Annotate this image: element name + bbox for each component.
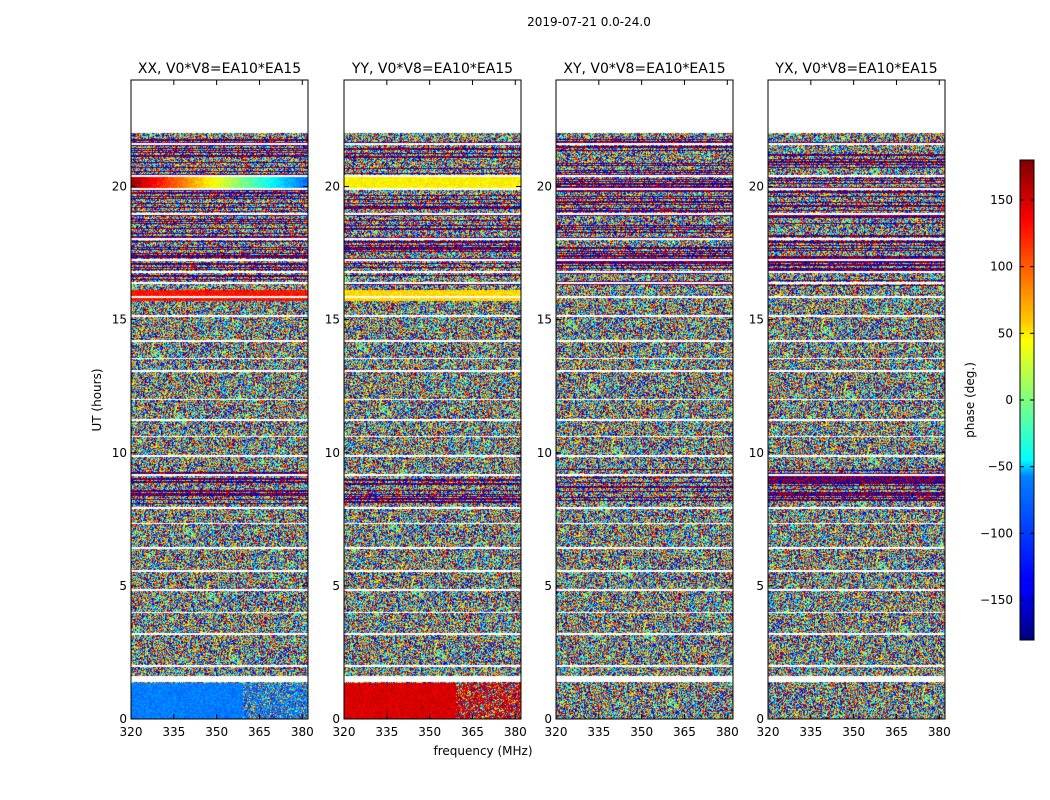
figure-suptitle: 2019-07-21 0.0-24.0	[527, 15, 651, 29]
colorbar-tick-label: 100	[990, 260, 1013, 274]
x-tick-label: 335	[375, 725, 398, 739]
panel-frame	[555, 79, 734, 720]
colorbar-label: phase (deg.)	[963, 362, 977, 438]
colorbar-ticks: 150 100 50 0 −50 −100 −150	[980, 193, 1034, 607]
y-tick-label: 15	[749, 313, 764, 327]
panel-yx: YX, V0*V8=EA10*EA15 320 335 350 365 380 0 5 10 15…	[749, 61, 951, 739]
x-tick-label: 320	[757, 725, 780, 739]
heatmap-image	[131, 80, 308, 719]
x-tick-label: 380	[504, 725, 527, 739]
panel-frame	[130, 79, 309, 720]
x-tick-label: 350	[630, 725, 653, 739]
panel-title: YY, V0*V8=EA10*EA15	[351, 61, 513, 77]
y-tick-label: 0	[332, 712, 340, 726]
y-tick-label: 15	[537, 313, 552, 327]
y-tick-label: 20	[325, 180, 340, 194]
x-tick-label: 350	[418, 725, 441, 739]
heatmap-image	[344, 80, 521, 719]
x-tick-label: 335	[162, 725, 185, 739]
x-tick-label: 350	[205, 725, 228, 739]
panel-xy: XY, V0*V8=EA10*EA15 320 335 350 365 380 0 5 10 15…	[537, 61, 739, 739]
x-tick-label: 350	[842, 725, 865, 739]
x-tick-label: 335	[587, 725, 610, 739]
heatmap-image	[768, 80, 945, 719]
colorbar-tick-label: −150	[980, 593, 1013, 607]
x-tick-label: 365	[461, 725, 484, 739]
panel-xx: XX, V0*V8=EA10*EA15 320 335 350 365 380 0 5 10 15…	[112, 61, 314, 739]
colorbar: 150 100 50 0 −50 −100 −150 phase (deg.)	[963, 159, 1035, 641]
colorbar-tick-label: 50	[998, 326, 1013, 340]
colorbar-tick-label: −50	[988, 460, 1013, 474]
y-tick-label: 20	[112, 180, 127, 194]
panel-yy: YY, V0*V8=EA10*EA15 320 335 350 365 380 0 5 10 15…	[325, 61, 527, 739]
x-tick-label: 335	[799, 725, 822, 739]
y-axis-label: UT (hours)	[90, 368, 104, 431]
x-tick-label: 380	[928, 725, 951, 739]
y-tick-label: 5	[332, 579, 340, 593]
y-tick-label: 0	[756, 712, 764, 726]
colorbar-tick-label: 0	[1005, 393, 1013, 407]
heatmap-image	[556, 80, 733, 719]
panel-frame	[343, 79, 522, 720]
x-tick-label: 320	[120, 725, 143, 739]
y-tick-label: 0	[119, 712, 127, 726]
panel-frame	[767, 79, 946, 720]
y-tick-label: 5	[544, 579, 552, 593]
colorbar-tick-label: 150	[990, 193, 1013, 207]
y-tick-label: 5	[756, 579, 764, 593]
x-axis-label: frequency (MHz)	[433, 744, 532, 758]
panel-title: XY, V0*V8=EA10*EA15	[563, 61, 725, 77]
x-tick-label: 365	[248, 725, 271, 739]
x-tick-label: 365	[885, 725, 908, 739]
y-tick-label: 20	[749, 180, 764, 194]
y-tick-label: 10	[325, 446, 340, 460]
x-tick-label: 380	[291, 725, 314, 739]
y-tick-label: 20	[537, 180, 552, 194]
y-tick-label: 0	[544, 712, 552, 726]
colorbar-tick-label: −100	[980, 526, 1013, 540]
panels-group: XX, V0*V8=EA10*EA15 320 335 350 365 380 0 5 10 15…	[112, 61, 951, 739]
x-tick-label: 380	[716, 725, 739, 739]
panel-title: YX, V0*V8=EA10*EA15	[774, 61, 937, 77]
x-tick-label: 320	[545, 725, 568, 739]
y-tick-label: 10	[749, 446, 764, 460]
y-tick-label: 15	[112, 313, 127, 327]
y-tick-label: 10	[112, 446, 127, 460]
y-tick-label: 5	[119, 579, 127, 593]
x-tick-label: 320	[333, 725, 356, 739]
y-tick-label: 15	[325, 313, 340, 327]
panel-title: XX, V0*V8=EA10*EA15	[138, 61, 301, 77]
y-tick-label: 10	[537, 446, 552, 460]
x-tick-label: 365	[673, 725, 696, 739]
